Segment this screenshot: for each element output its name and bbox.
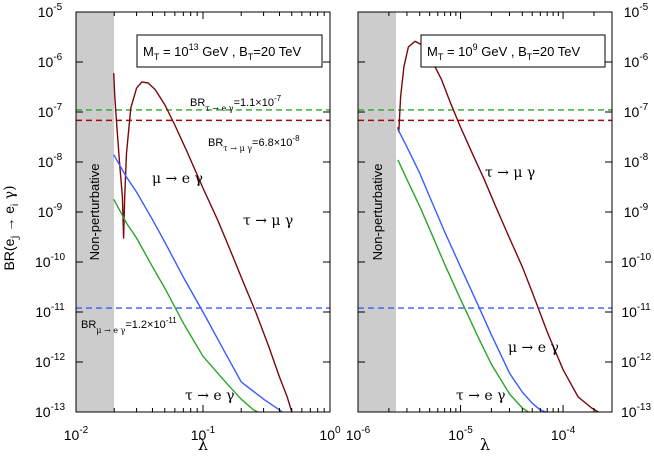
- y-tick-label: 10-10: [35, 252, 65, 270]
- left-plot-frame: [75, 11, 331, 413]
- y-tick-label: 10-11: [621, 302, 651, 320]
- series-line-mu-e: [113, 154, 283, 412]
- y-tick-label: 10-13: [35, 402, 65, 420]
- limit-tau-e-label: BRτ → e γ=1.1×10-7: [190, 94, 282, 113]
- y-tick-label: 10-12: [621, 352, 651, 370]
- x-tick-label: 10-1: [191, 425, 216, 443]
- y-tick-label: 10-5: [624, 2, 649, 20]
- y-tick-label: 10-9: [624, 202, 649, 220]
- left-x-axis-label: λ: [198, 435, 208, 454]
- y-tick-label: 10-9: [38, 202, 63, 220]
- y-tick-label: 10-12: [35, 352, 65, 370]
- non-perturbative-label: Non-perturbative: [370, 164, 385, 261]
- right-panel: Non-perturbative 10-6 10-5 10-4 10-13 10-12 1…: [346, 2, 652, 454]
- curve-label-tau-e: τ → e γ: [456, 388, 505, 404]
- curve-label-mu-e: μ → e γ: [152, 171, 203, 187]
- y-tick-label: 10-5: [38, 2, 63, 20]
- right-x-axis-label: λ: [480, 435, 490, 454]
- y-tick-label: 10-7: [624, 102, 649, 120]
- right-title: MT = 109 GeV , BT=20 TeV: [427, 42, 580, 62]
- curve-label-tau-mu: τ → μ γ: [243, 213, 293, 229]
- y-tick-label: 10-7: [38, 102, 63, 120]
- y-axis-label: BR(ej → ei γ): [1, 185, 21, 270]
- y-tick-label: 10-13: [621, 402, 651, 420]
- curve-label-tau-e: τ → e γ: [185, 388, 234, 404]
- series-line-tau-mu: [397, 40, 599, 412]
- x-tick-label: 100: [319, 425, 341, 443]
- right-title-box: [420, 34, 606, 68]
- series-line-tau-mu: [113, 73, 293, 412]
- limit-tau-mu-label: BRτ → μ γ=6.8×10-8: [208, 134, 300, 153]
- series-line-mu-e: [397, 128, 547, 412]
- series-line-tau-e: [113, 198, 259, 412]
- x-tick-label: 10-4: [551, 425, 576, 443]
- y-tick-label: 10-11: [35, 302, 65, 320]
- limit-mu-e-label: BRμ → e γ=1.2×10-11: [81, 316, 177, 335]
- x-tick-label: 10-5: [448, 425, 473, 443]
- y-tick-label: 10-8: [38, 152, 63, 170]
- y-tick-label: 10-6: [624, 52, 649, 70]
- curve-label-tau-mu: τ → μ γ: [485, 165, 535, 181]
- y-tick-label: 10-6: [38, 52, 63, 70]
- x-tick-label: 10-2: [64, 425, 89, 443]
- left-panel: Non-perturbative 10-2 10-1 100 10-13 10-12 10…: [35, 2, 341, 454]
- series-line-tau-e: [397, 159, 529, 412]
- left-title-box: [136, 34, 323, 68]
- x-tick-label: 10-6: [346, 425, 371, 443]
- curve-label-mu-e: μ → e γ: [508, 340, 559, 356]
- left-title: MT = 1013 GeV , BT=20 TeV: [143, 42, 301, 62]
- non-perturbative-label: Non-perturbative: [87, 164, 102, 261]
- y-tick-label: 10-10: [621, 252, 651, 270]
- y-tick-label: 10-8: [624, 152, 649, 170]
